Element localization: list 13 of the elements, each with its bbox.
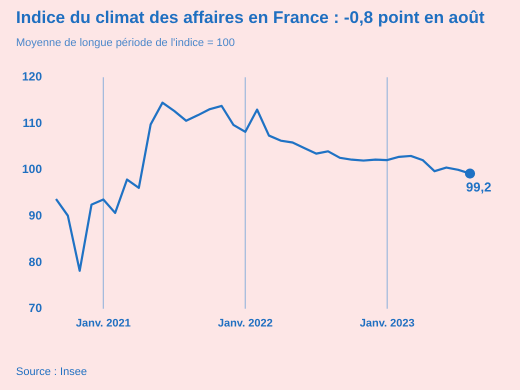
y-tick-label: 90 — [28, 208, 42, 222]
y-tick-label: 120 — [22, 70, 42, 84]
x-tick-label: Janv. 2022 — [218, 317, 273, 330]
y-tick-label: 70 — [28, 301, 42, 316]
y-tick-label: 80 — [28, 254, 42, 269]
chart-title: Indice du climat des affaires en France : -0,8 point en août — [16, 8, 485, 28]
x-tick-label: Janv. 2021 — [76, 317, 131, 330]
source-note: Source : Insee — [16, 366, 87, 378]
y-tick-label: 110 — [22, 116, 42, 130]
chart-subtitle: Moyenne de longue période de l'indice = 100 — [16, 37, 235, 49]
data-label: 99,2 — [466, 180, 492, 195]
x-tick-label: Janv. 2023 — [360, 317, 415, 330]
y-tick-label: 100 — [22, 162, 42, 176]
